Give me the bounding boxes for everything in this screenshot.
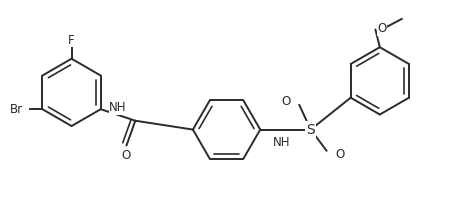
Text: Br: Br [10,103,23,116]
Text: O: O [121,149,130,162]
Text: F: F [68,34,75,47]
Text: NH: NH [109,101,127,114]
Text: S: S [306,123,315,137]
Text: O: O [281,95,290,108]
Text: O: O [377,22,386,35]
Text: NH: NH [273,136,291,149]
Text: O: O [335,148,345,161]
